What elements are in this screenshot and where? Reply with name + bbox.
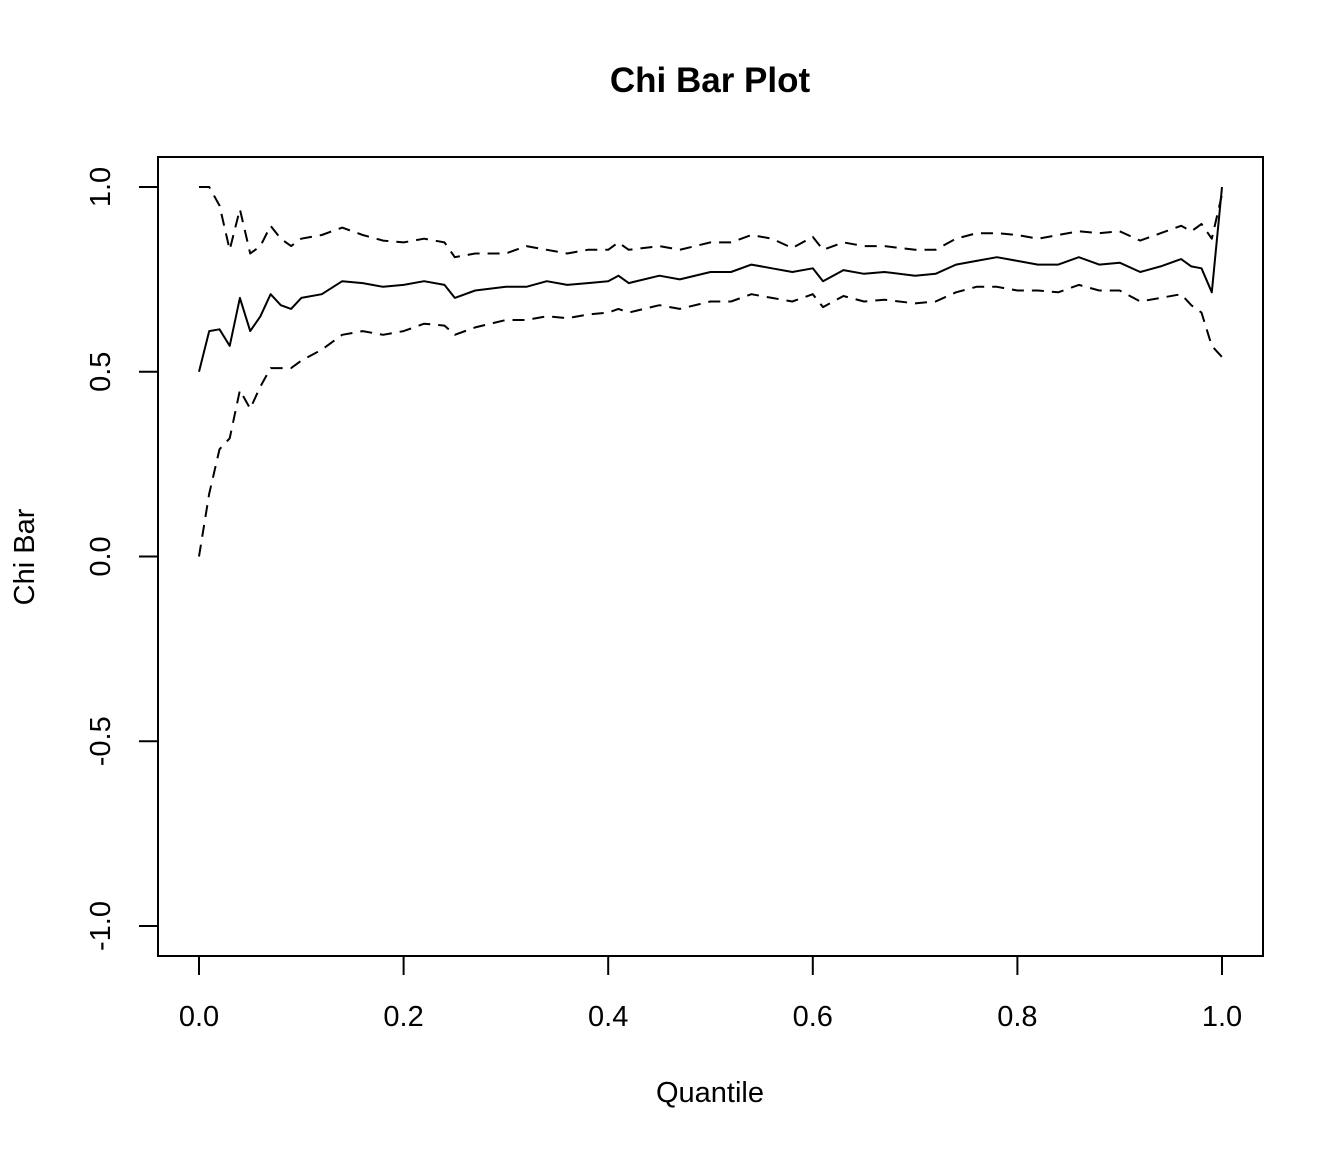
y-tick-label: -1.0 — [85, 901, 117, 951]
x-axis: 0.0 0.2 0.4 0.6 0.8 1.0 — [179, 955, 1242, 1033]
chi-bar-line — [198, 186, 1223, 373]
y-axis-label: Chi Bar — [9, 508, 41, 605]
y-tick-label: 1.0 — [85, 167, 117, 207]
x-tick-label: 0.2 — [383, 1001, 423, 1033]
x-tick-label: 0.4 — [588, 1001, 628, 1033]
y-axis: -1.0 -0.5 0.0 0.5 1.0 — [85, 167, 159, 951]
x-axis-label: Quantile — [656, 1077, 764, 1109]
x-tick-label: 0.6 — [793, 1001, 833, 1033]
x-tick-label: 0.0 — [179, 1001, 219, 1033]
y-tick-label: 0.0 — [85, 536, 117, 576]
upper-bound-line — [199, 186, 1223, 259]
plot-area-frame — [157, 156, 1264, 957]
chart-title: Chi Bar Plot — [610, 61, 811, 100]
x-tick-label: 0.8 — [997, 1001, 1037, 1033]
lower-bound-line — [198, 283, 1223, 557]
y-tick-label: -0.5 — [85, 716, 117, 766]
y-tick-label: 0.5 — [85, 352, 117, 392]
x-tick-label: 1.0 — [1202, 1001, 1242, 1033]
series-layer — [198, 186, 1223, 557]
